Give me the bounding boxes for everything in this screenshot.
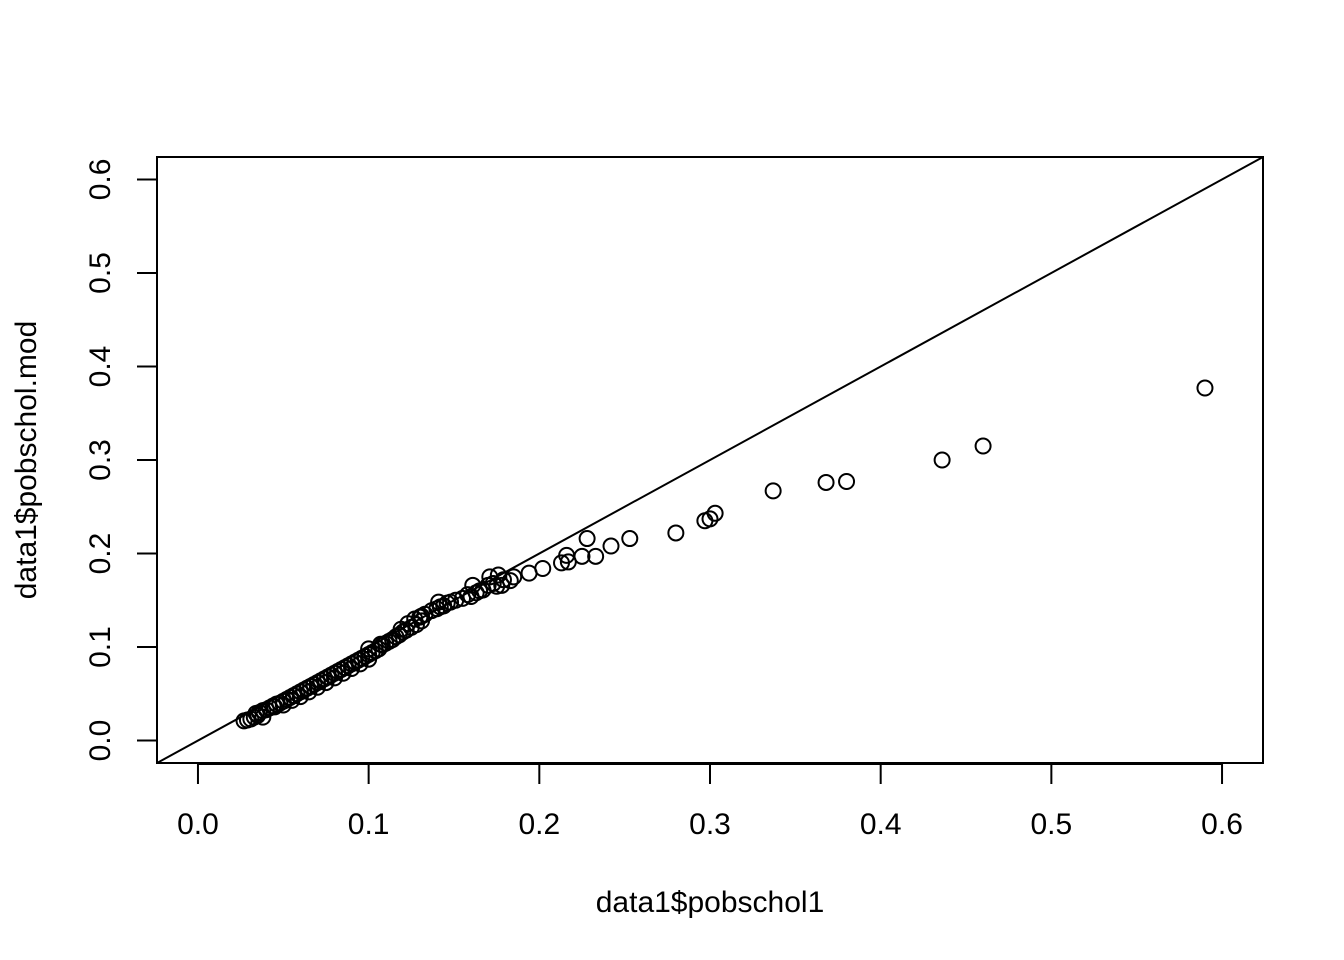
x-axis-label: data1$pobschol1 (596, 886, 825, 919)
data-point (334, 664, 352, 682)
data-point (430, 593, 448, 611)
x-tick-label: 0.4 (860, 808, 902, 841)
y-axis-label: data1$pobschol.mod (10, 321, 43, 600)
data-point (291, 688, 309, 706)
y-tick-label: 0.6 (84, 159, 117, 201)
x-tick-label: 0.6 (1201, 808, 1243, 841)
data-point (266, 698, 284, 716)
x-tick-label: 0.2 (518, 808, 560, 841)
data-point (621, 530, 639, 548)
data-point (974, 437, 992, 455)
data-point (667, 524, 685, 542)
y-tick-label: 0.5 (84, 252, 117, 294)
y-tick-label: 0.4 (84, 346, 117, 388)
data-point (484, 574, 502, 592)
y-tick-label: 0.3 (84, 439, 117, 481)
y-tick-label: 0.0 (84, 720, 117, 762)
x-tick-label: 0.1 (348, 808, 390, 841)
data-point (578, 530, 596, 548)
x-tick-label: 0.3 (689, 808, 731, 841)
data-point (505, 568, 523, 586)
data-point (372, 635, 390, 653)
data-points (235, 379, 1214, 730)
data-point (343, 660, 361, 678)
data-point (317, 674, 335, 692)
data-point (326, 669, 344, 687)
data-point (300, 683, 318, 701)
data-point (501, 572, 519, 590)
x-tick-label: 0.0 (177, 808, 219, 841)
data-point (701, 510, 719, 528)
data-point (351, 655, 369, 673)
data-point (602, 537, 620, 555)
data-point (573, 547, 591, 565)
data-point (360, 640, 378, 658)
data-point (706, 504, 724, 522)
data-point (1196, 379, 1214, 397)
data-point (817, 473, 835, 491)
y-tick-label: 0.1 (84, 626, 117, 668)
data-point (764, 482, 782, 500)
data-point (838, 473, 856, 491)
data-point (587, 547, 605, 565)
data-point (283, 691, 301, 709)
data-point (534, 559, 552, 577)
x-axis: 0.0 0.1 0.2 0.3 0.4 0.5 0.6 (177, 763, 1243, 841)
data-point (413, 607, 431, 625)
data-point (308, 678, 326, 696)
y-tick-label: 0.2 (84, 533, 117, 575)
data-point (274, 696, 292, 714)
y-axis: 0.0 0.1 0.2 0.3 0.4 0.5 0.6 (84, 159, 158, 762)
data-point (494, 571, 512, 589)
x-tick-label: 0.5 (1030, 808, 1072, 841)
data-point (933, 451, 951, 469)
data-point (360, 650, 378, 668)
